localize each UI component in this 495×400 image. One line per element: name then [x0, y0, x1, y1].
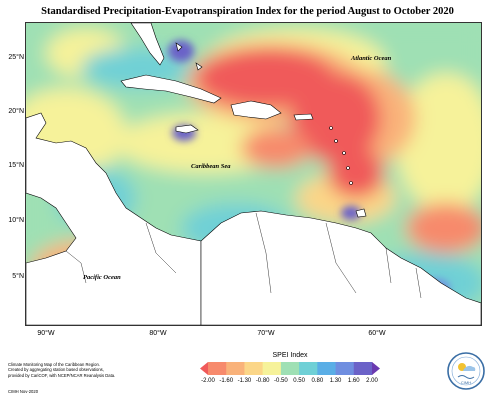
map-title: Standardised Precipitation-Evapotranspir…	[41, 6, 454, 17]
footnote-line-3: provided by CariCOF, with NCEP/NCAR Rean…	[8, 372, 116, 378]
lon-label-90w: 90°W	[37, 330, 55, 337]
legend-tick-label: -0.80	[255, 378, 270, 384]
lon-label-70w: 70°W	[257, 330, 275, 337]
legend-tick-label: -2.00	[201, 378, 215, 384]
lat-label-5n: 5°N	[12, 273, 24, 280]
caribbean-sea-label: Caribbean Sea	[191, 163, 231, 170]
lat-label-15n: 15°N	[8, 162, 24, 169]
legend-swatch-high-extend	[372, 362, 380, 375]
lon-label-80w: 80°W	[149, 330, 167, 337]
legend-swatch	[317, 362, 336, 375]
legend-tick-label: -1.60	[219, 378, 234, 384]
legend-swatch	[226, 362, 245, 375]
legend-swatch	[335, 362, 355, 375]
lat-label-20n: 20°N	[8, 108, 24, 115]
legend-tick-label: 1.60	[347, 378, 360, 384]
atlantic-ocean-label: Atlantic Ocean	[351, 55, 392, 62]
footnote-line-2: Created by aggregating station based obs…	[8, 367, 104, 373]
footnote-line-1: Climate Monitoring Map of the Caribbean …	[8, 362, 100, 367]
footnote-date: CIMH Nov-2020	[8, 389, 39, 394]
legend-tick-label: -1.30	[237, 378, 252, 384]
legend-swatch	[280, 362, 300, 375]
legend-tick-label: 2.00	[366, 378, 378, 384]
legend-tick-label: 0.80	[311, 378, 324, 384]
pacific-ocean-label: Pacific Ocean	[83, 274, 121, 281]
cimh-logo-icon: CIMH	[447, 352, 485, 390]
legend-swatch	[353, 362, 373, 375]
legend-swatch	[208, 362, 227, 375]
legend-swatch-low-extend	[200, 362, 208, 375]
lat-label-10n: 10°N	[8, 217, 24, 224]
spei-map: Atlantic Ocean Caribbean Sea Pacific Oce…	[25, 22, 482, 326]
lat-label-25n: 25°N	[8, 54, 24, 61]
footnote: Climate Monitoring Map of the Caribbean …	[8, 362, 148, 378]
legend-colorbar	[200, 362, 380, 375]
legend-title: SPEI Index	[272, 352, 308, 359]
legend-swatch	[299, 362, 318, 375]
legend-tick-label: 0.50	[293, 378, 305, 384]
svg-text:CIMH: CIMH	[461, 380, 471, 385]
legend-swatch	[244, 362, 264, 375]
legend-swatch	[262, 362, 282, 375]
lon-label-60w: 60°W	[368, 330, 386, 337]
legend-tick-label: -0.50	[274, 378, 288, 384]
legend-tick-label: 1.30	[329, 378, 342, 384]
land-masses	[26, 23, 481, 325]
